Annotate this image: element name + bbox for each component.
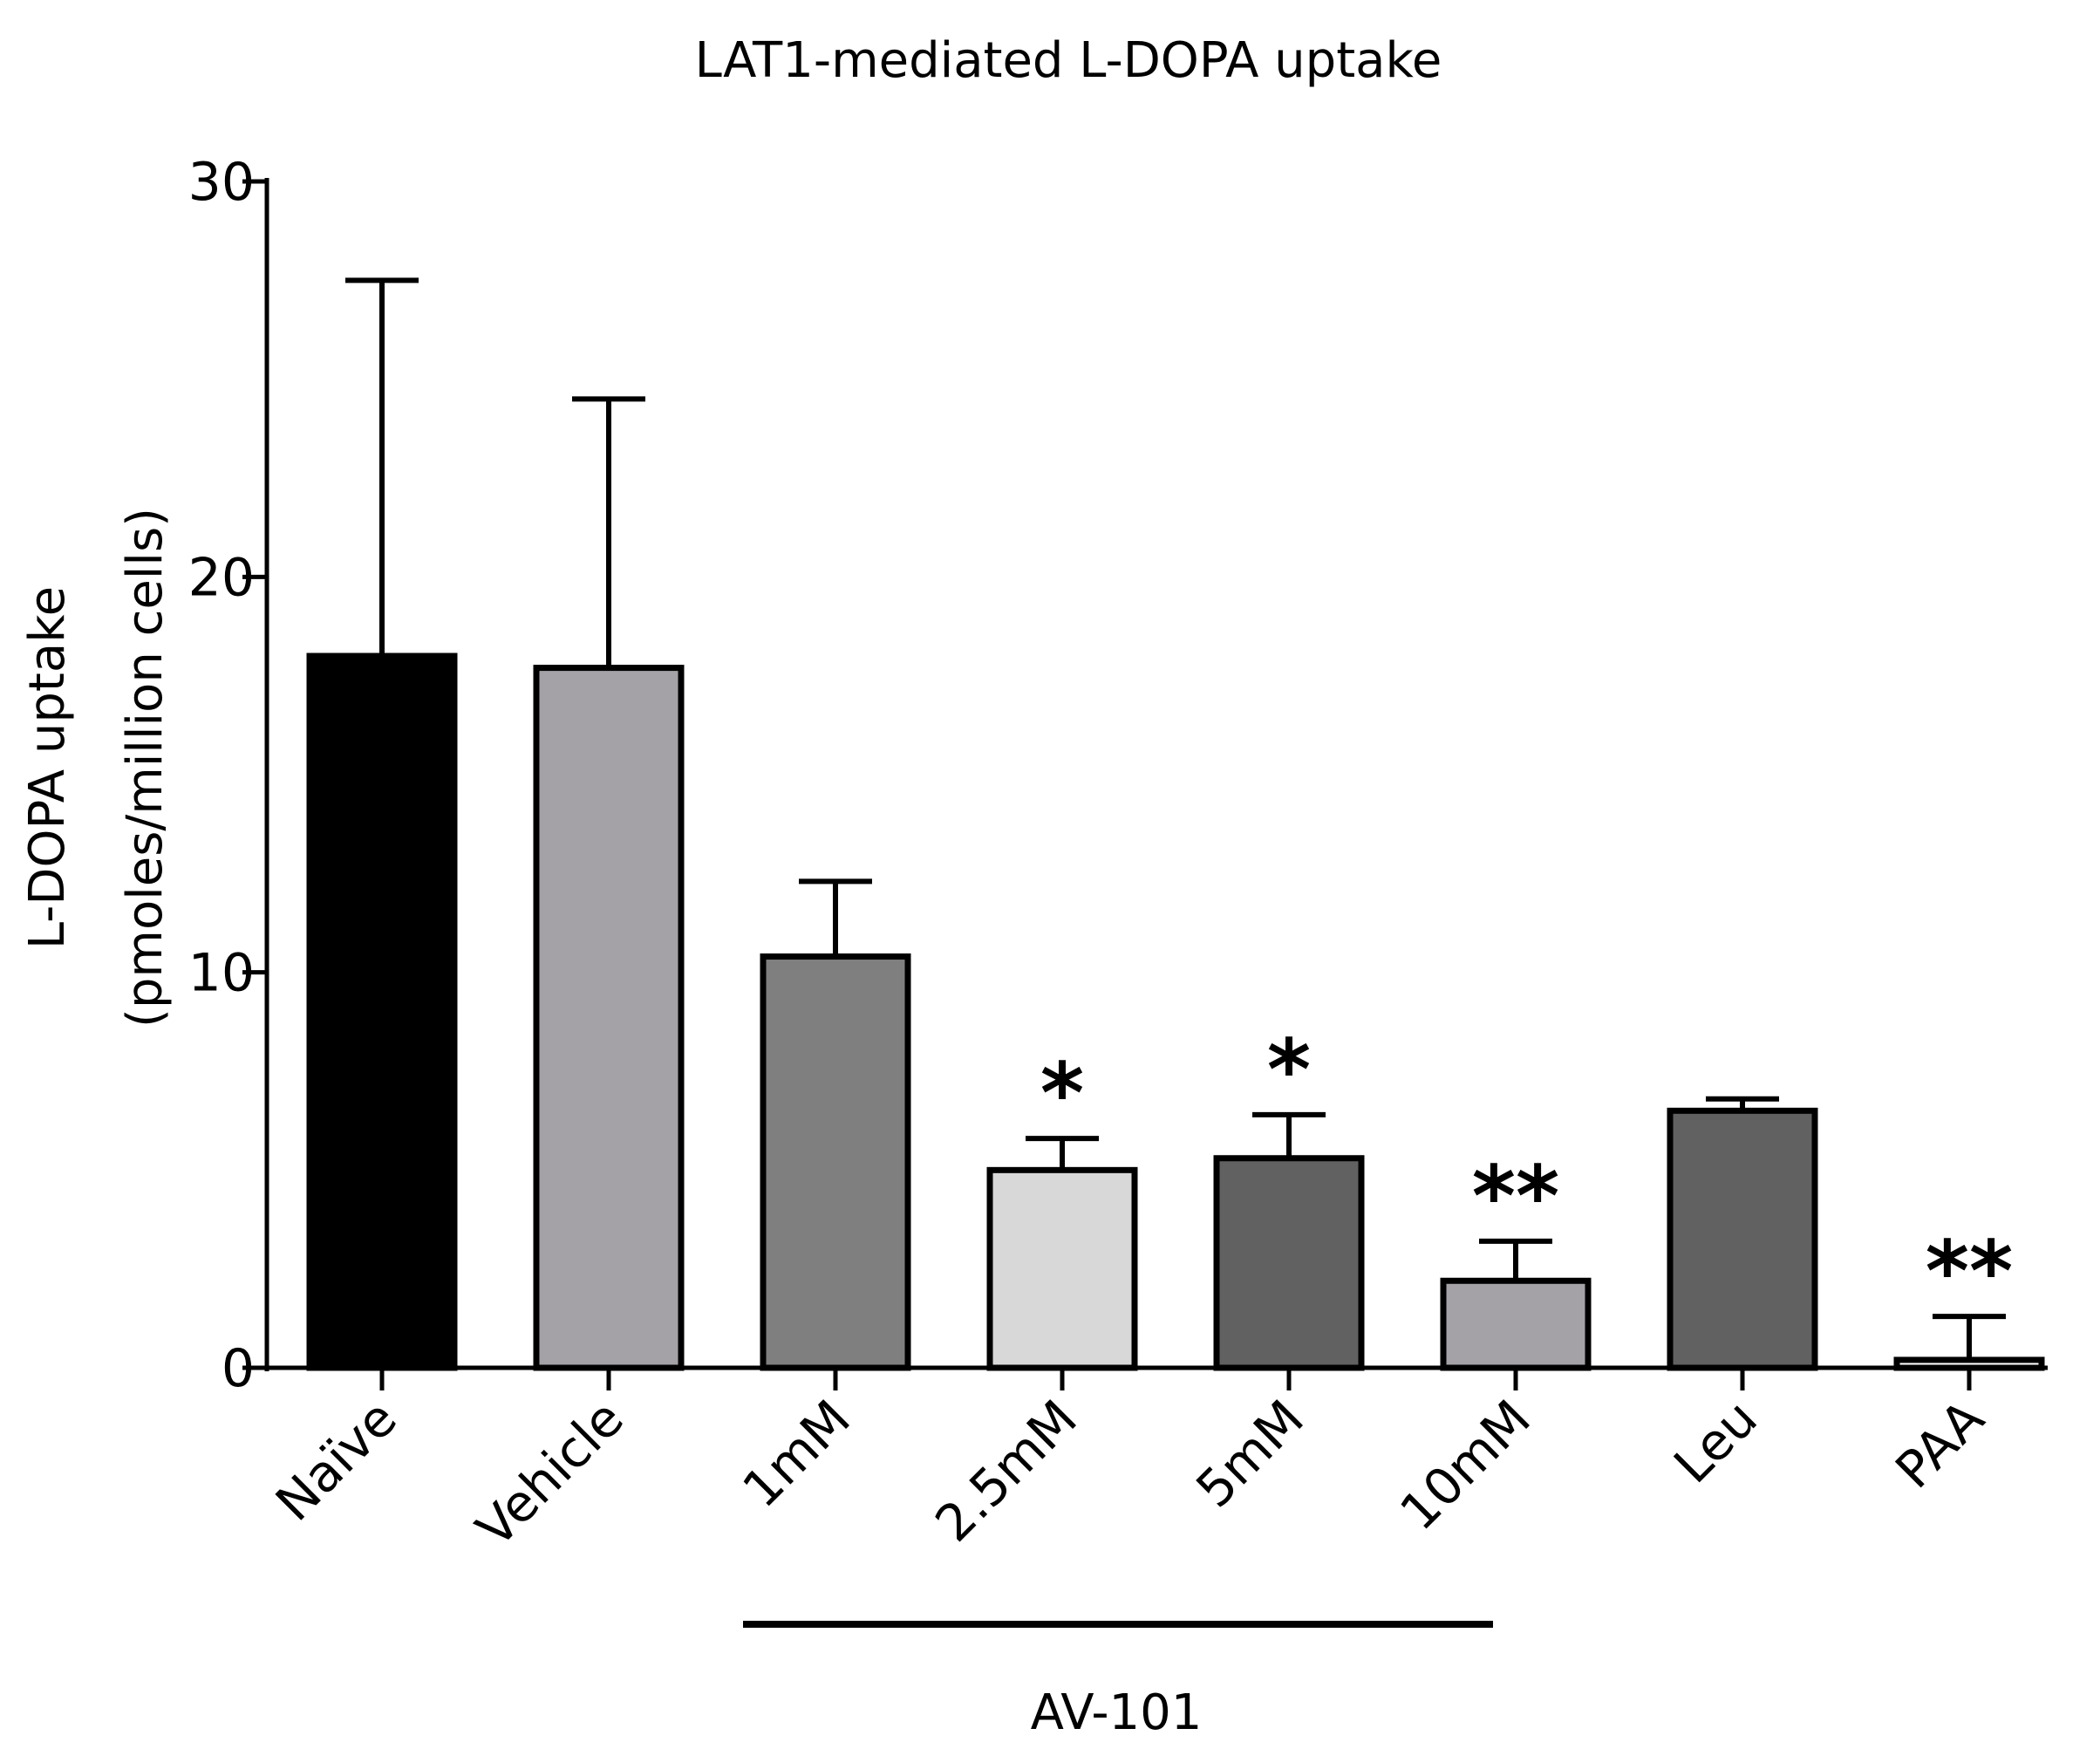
error-bars [345, 277, 2006, 1360]
bar [1440, 1277, 1592, 1371]
category-label: Leu [1662, 1389, 1768, 1494]
significance-mark: ** [1472, 1148, 1559, 1246]
y-tick-label: 30 [188, 152, 255, 213]
y-axis-label-line-1: L-DOPA uptake [19, 586, 76, 949]
significance-mark: ** [1926, 1223, 2013, 1321]
y-tick-label: 20 [188, 547, 255, 608]
category-label: 5mM [1184, 1389, 1315, 1520]
bar [533, 665, 685, 1371]
significance-mark: * [1040, 1045, 1084, 1143]
bar [760, 953, 911, 1371]
bar [1893, 1356, 2045, 1371]
y-tick-label: 10 [188, 943, 255, 1004]
bar [1667, 1107, 1818, 1371]
category-label: PAA [1884, 1389, 1995, 1500]
bar [986, 1166, 1138, 1371]
category-label: Naïve [264, 1389, 408, 1533]
y-tick-label: 0 [222, 1338, 255, 1399]
chart-title: LAT1-mediated L-DOPA uptake [695, 32, 1442, 89]
significance-mark: * [1267, 1021, 1311, 1119]
category-label: Vehicle [465, 1389, 635, 1559]
category-label: 10mM [1388, 1389, 1542, 1542]
category-label: 1mM [731, 1389, 862, 1520]
bar [306, 652, 458, 1371]
y-axis-label: L-DOPA uptake (pmoles/million cells) [19, 508, 174, 1028]
bars [306, 652, 2045, 1371]
category-label: 2.5mM [924, 1389, 1088, 1554]
y-axis-label-line-2: (pmoles/million cells) [117, 508, 174, 1028]
significance-marks: * ***** [1040, 1021, 2013, 1321]
bar [1213, 1155, 1365, 1371]
group-label: AV-101 [1031, 1684, 1203, 1741]
category-labels: Naïve Vehicle 1mM 2.5mM 5mM 10mM Leu PAA [264, 1389, 1995, 1559]
